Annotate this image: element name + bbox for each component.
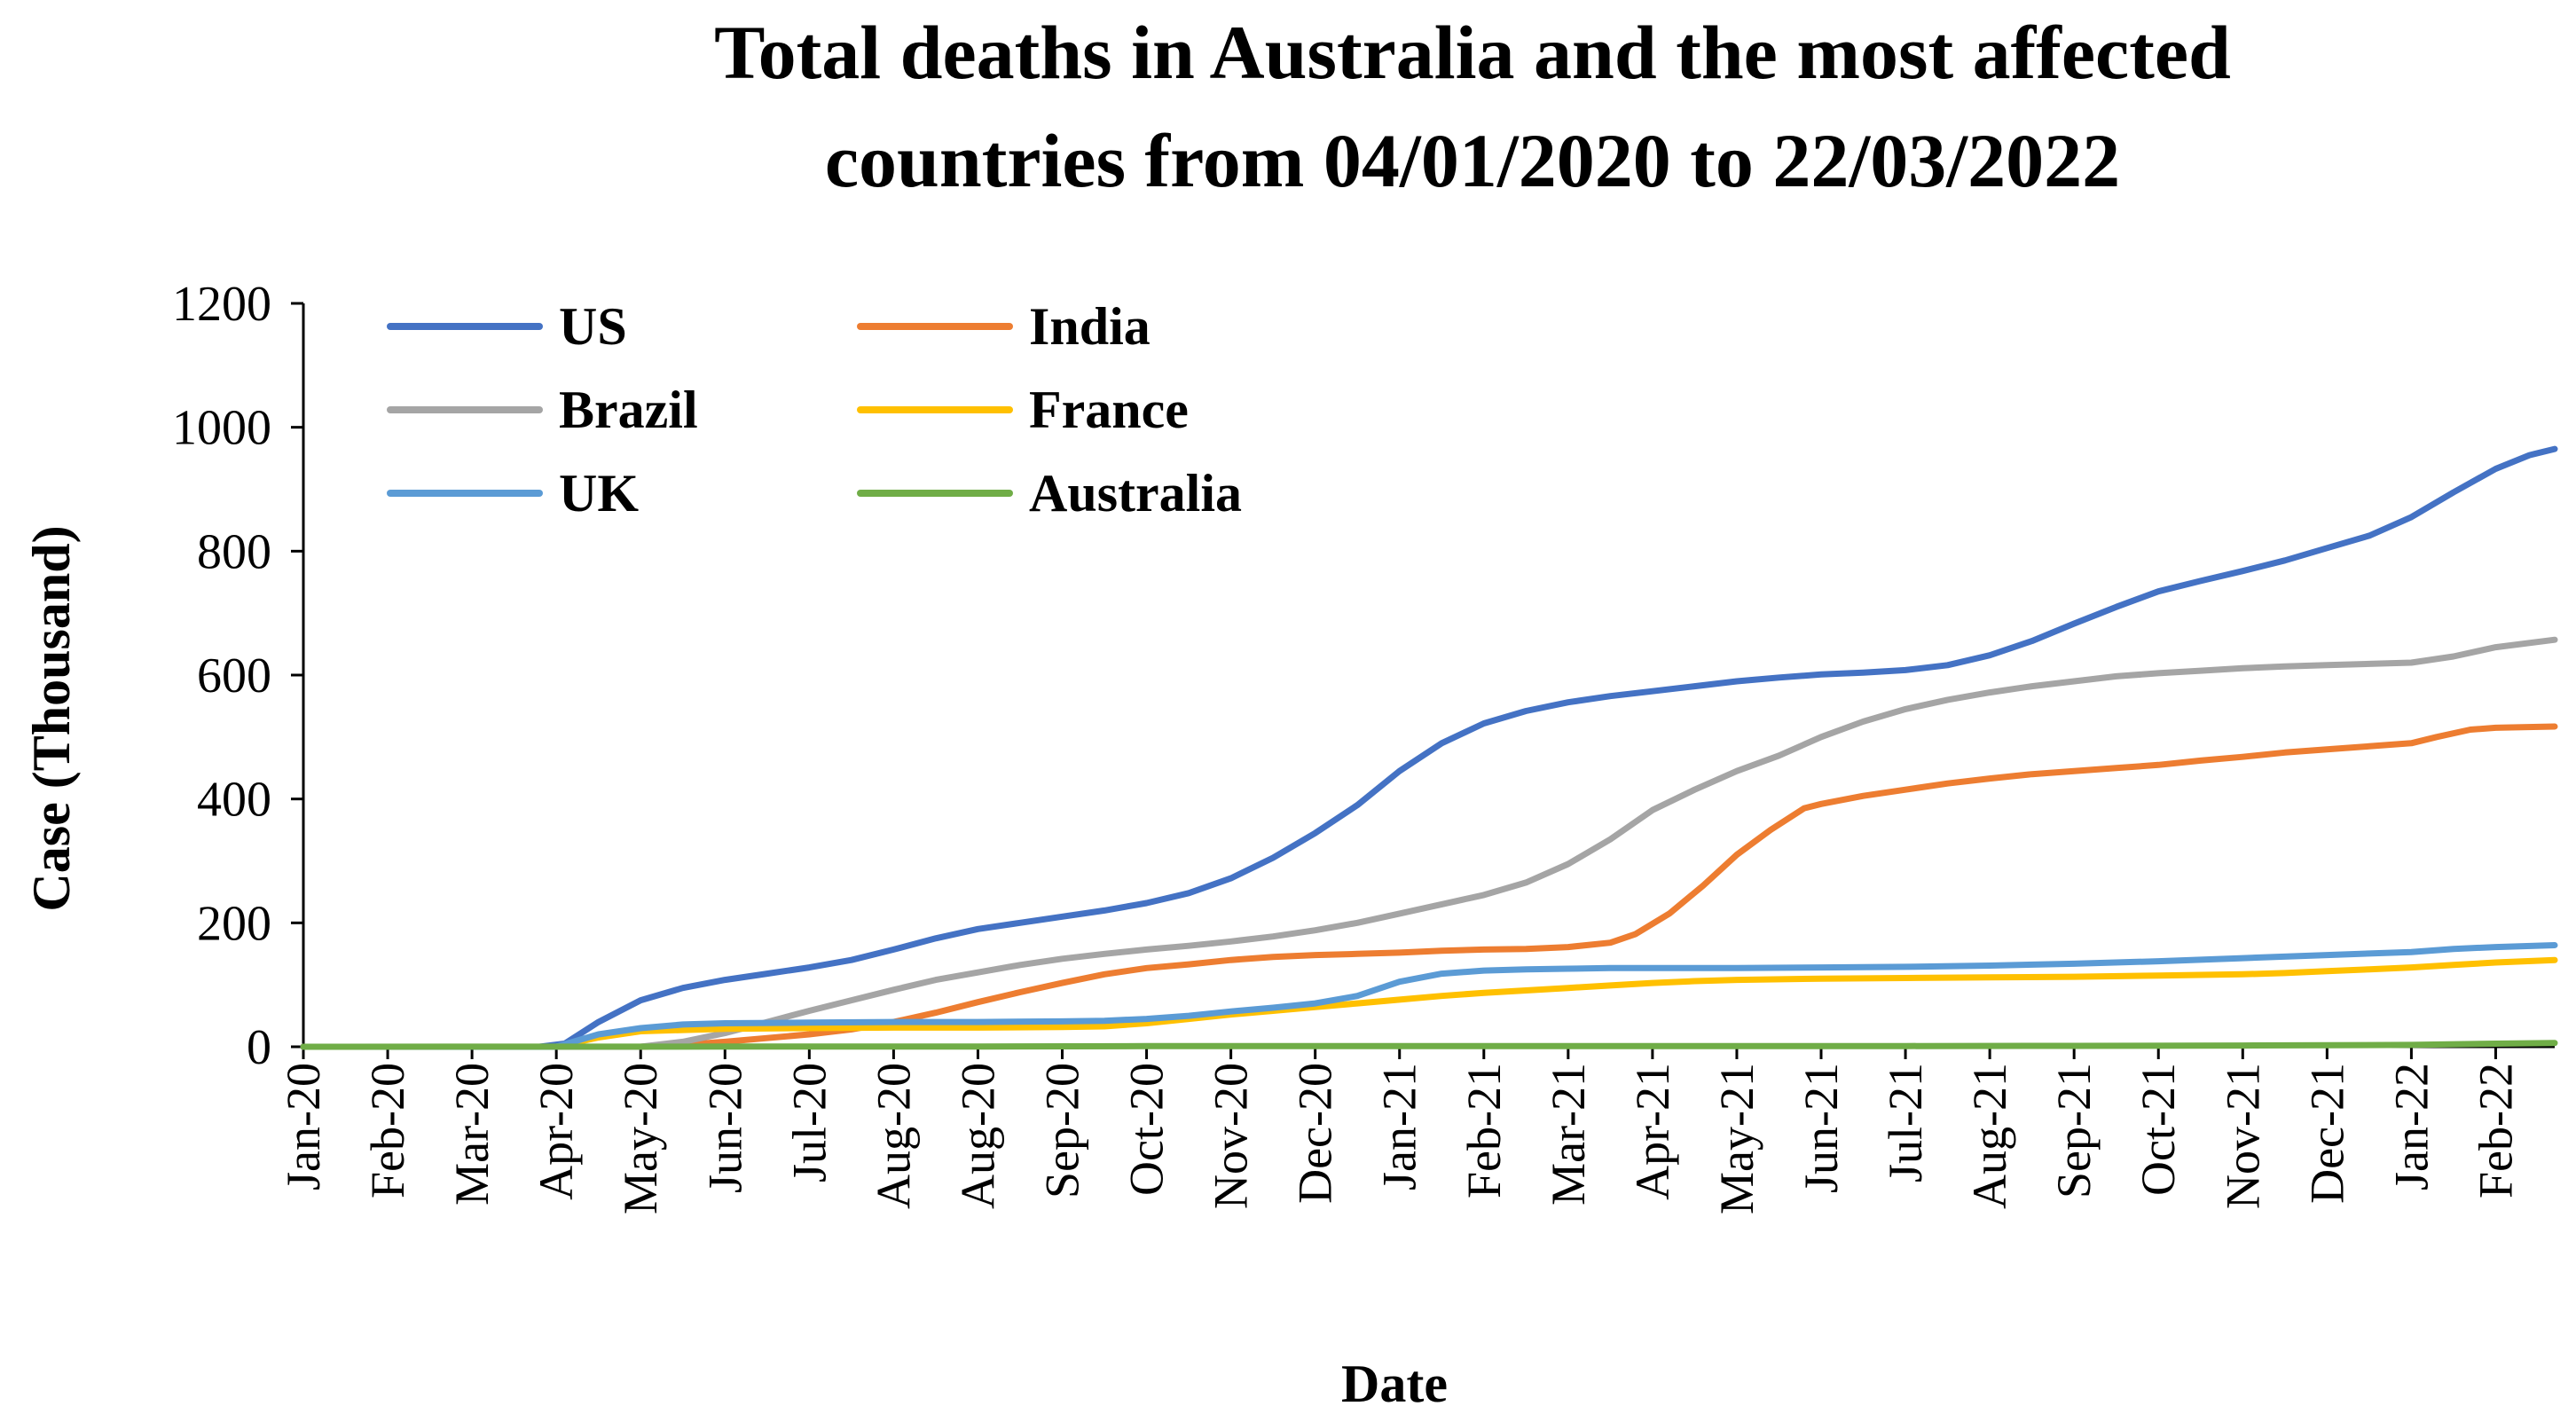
- x-tick-label: Feb-20: [361, 1063, 414, 1198]
- series-line-us: [300, 445, 2558, 1050]
- legend-label-us: US: [559, 297, 627, 356]
- x-tick-label: Jun-20: [698, 1063, 751, 1193]
- series-line-brazil: [300, 636, 2558, 1050]
- legend-label-brazil: Brazil: [559, 381, 698, 439]
- x-tick-label: Mar-20: [445, 1063, 499, 1206]
- y-tick-label: 0: [247, 1020, 271, 1075]
- y-tick-label: 400: [197, 773, 271, 828]
- legend-label-uk: UK: [559, 464, 639, 522]
- y-axis-label: Case (Thousand): [22, 525, 81, 911]
- x-tick-label: Jan-20: [277, 1063, 330, 1190]
- legend-label-india: India: [1029, 297, 1151, 356]
- x-tick-label: Mar-21: [1542, 1063, 1595, 1206]
- x-axis-label: Date: [1341, 1355, 1448, 1413]
- x-tick-label: Nov-20: [1205, 1063, 1258, 1209]
- y-tick-label: 800: [197, 524, 271, 579]
- chart-title-line-2: countries from 04/01/2020 to 22/03/2022: [825, 118, 2120, 203]
- series-line-uk: [300, 942, 2558, 1050]
- y-axis-ticks: 0 200 400 600 800 1000 1200: [172, 277, 303, 1075]
- y-tick-label: 200: [197, 896, 271, 951]
- x-tick-label: Feb-22: [2469, 1063, 2522, 1198]
- x-tick-label: Dec-20: [1289, 1063, 1342, 1204]
- x-tick-label: Apr-20: [530, 1063, 583, 1200]
- series-line-france: [300, 956, 2558, 1050]
- x-tick-label: Aug-21: [1963, 1063, 2016, 1209]
- x-tick-label: May-20: [614, 1063, 667, 1214]
- series-line-australia: [300, 1040, 2558, 1050]
- x-tick-label: Aug-20: [951, 1063, 1004, 1209]
- chart-legend: US India Brazil France UK Australia: [387, 297, 1242, 522]
- legend-label-australia: Australia: [1029, 464, 1242, 522]
- x-tick-label: Dec-21: [2300, 1063, 2353, 1204]
- x-tick-label: Oct-20: [1120, 1063, 1174, 1196]
- x-tick-label: Nov-21: [2216, 1063, 2269, 1209]
- chart-title-line-1: Total deaths in Australia and the most a…: [714, 10, 2231, 95]
- x-tick-label: Jul-21: [1879, 1063, 1932, 1182]
- y-tick-label: 1200: [172, 277, 271, 332]
- chart-title: Total deaths in Australia and the most a…: [714, 10, 2231, 203]
- x-tick-label: Aug-20: [867, 1063, 920, 1209]
- x-tick-label: Sep-21: [2047, 1063, 2101, 1198]
- legend-label-france: France: [1029, 381, 1189, 439]
- y-tick-label: 1000: [172, 401, 271, 456]
- x-tick-label: Oct-21: [2132, 1063, 2185, 1196]
- x-tick-label: May-21: [1710, 1063, 1763, 1214]
- x-tick-label: Jan-21: [1373, 1063, 1426, 1190]
- y-tick-label: 600: [197, 648, 271, 703]
- series-line-india: [300, 723, 2558, 1050]
- x-tick-label: Jul-20: [782, 1063, 836, 1182]
- x-tick-label: Feb-21: [1457, 1063, 1511, 1198]
- x-axis-ticks: Jan-20 Feb-20 Mar-20 Apr-20 May-20 Jun-20 Jul-…: [277, 1047, 2522, 1214]
- x-tick-label: Apr-21: [1626, 1063, 1679, 1200]
- x-tick-label: Sep-20: [1036, 1063, 1089, 1198]
- x-tick-label: Jun-21: [1795, 1063, 1848, 1193]
- series-lines: [300, 445, 2558, 1050]
- x-tick-label: Jan-22: [2384, 1063, 2438, 1190]
